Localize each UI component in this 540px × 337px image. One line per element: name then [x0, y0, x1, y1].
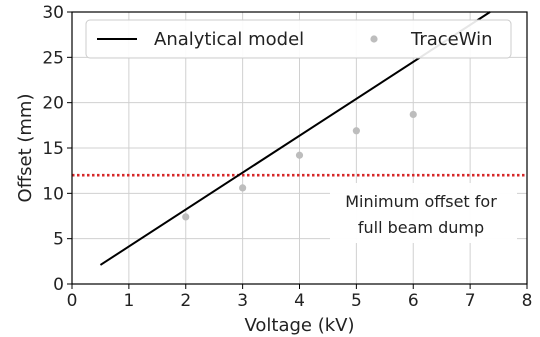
- tick-labels: 0 1 2 3 4 5 6 7 8 0 5 10 15 20 25 30: [42, 3, 532, 311]
- legend-box: [85, 19, 512, 59]
- data-point-tracewin: [239, 184, 247, 192]
- x-tick-label: 1: [123, 291, 134, 311]
- data-point-tracewin: [409, 110, 417, 119]
- annotation-line-1: Minimum offset for: [345, 192, 497, 211]
- x-tick-label: 3: [237, 291, 248, 311]
- y-tick-label: 5: [53, 230, 64, 250]
- annotation-background: [330, 183, 517, 243]
- y-tick-label: 10: [42, 184, 64, 204]
- legend-label-tracewin: TraceWin: [410, 29, 493, 50]
- x-tick-label: 2: [180, 291, 191, 311]
- x-tick-label: 8: [522, 291, 533, 311]
- data-point-tracewin: [352, 127, 360, 135]
- y-axis-label: Offset (mm): [15, 94, 36, 203]
- x-tick-label: 0: [67, 291, 78, 311]
- x-tick-label: 6: [408, 291, 419, 311]
- x-tick-label: 5: [351, 291, 362, 311]
- legend-label-analytical: Analytical model: [154, 29, 304, 50]
- axes: [67, 11, 528, 289]
- x-tick-label: 7: [465, 291, 476, 311]
- x-axis-label: Voltage (kV): [244, 315, 354, 336]
- legend-dot-swatch: [370, 35, 378, 43]
- legend: Analytical model TraceWin: [85, 19, 512, 59]
- annotation-line-2: full beam dump: [358, 218, 484, 237]
- data-point-tracewin: [295, 151, 304, 159]
- y-tick-label: 20: [42, 94, 64, 114]
- x-tick-label: 4: [294, 291, 305, 311]
- y-tick-label: 15: [42, 139, 64, 159]
- annotation-box: Minimum offset for full beam dump: [330, 183, 517, 243]
- y-tick-label: 30: [42, 3, 64, 23]
- y-tick-label: 0: [53, 275, 64, 295]
- data-point-tracewin: [182, 213, 190, 221]
- y-tick-label: 25: [42, 48, 64, 68]
